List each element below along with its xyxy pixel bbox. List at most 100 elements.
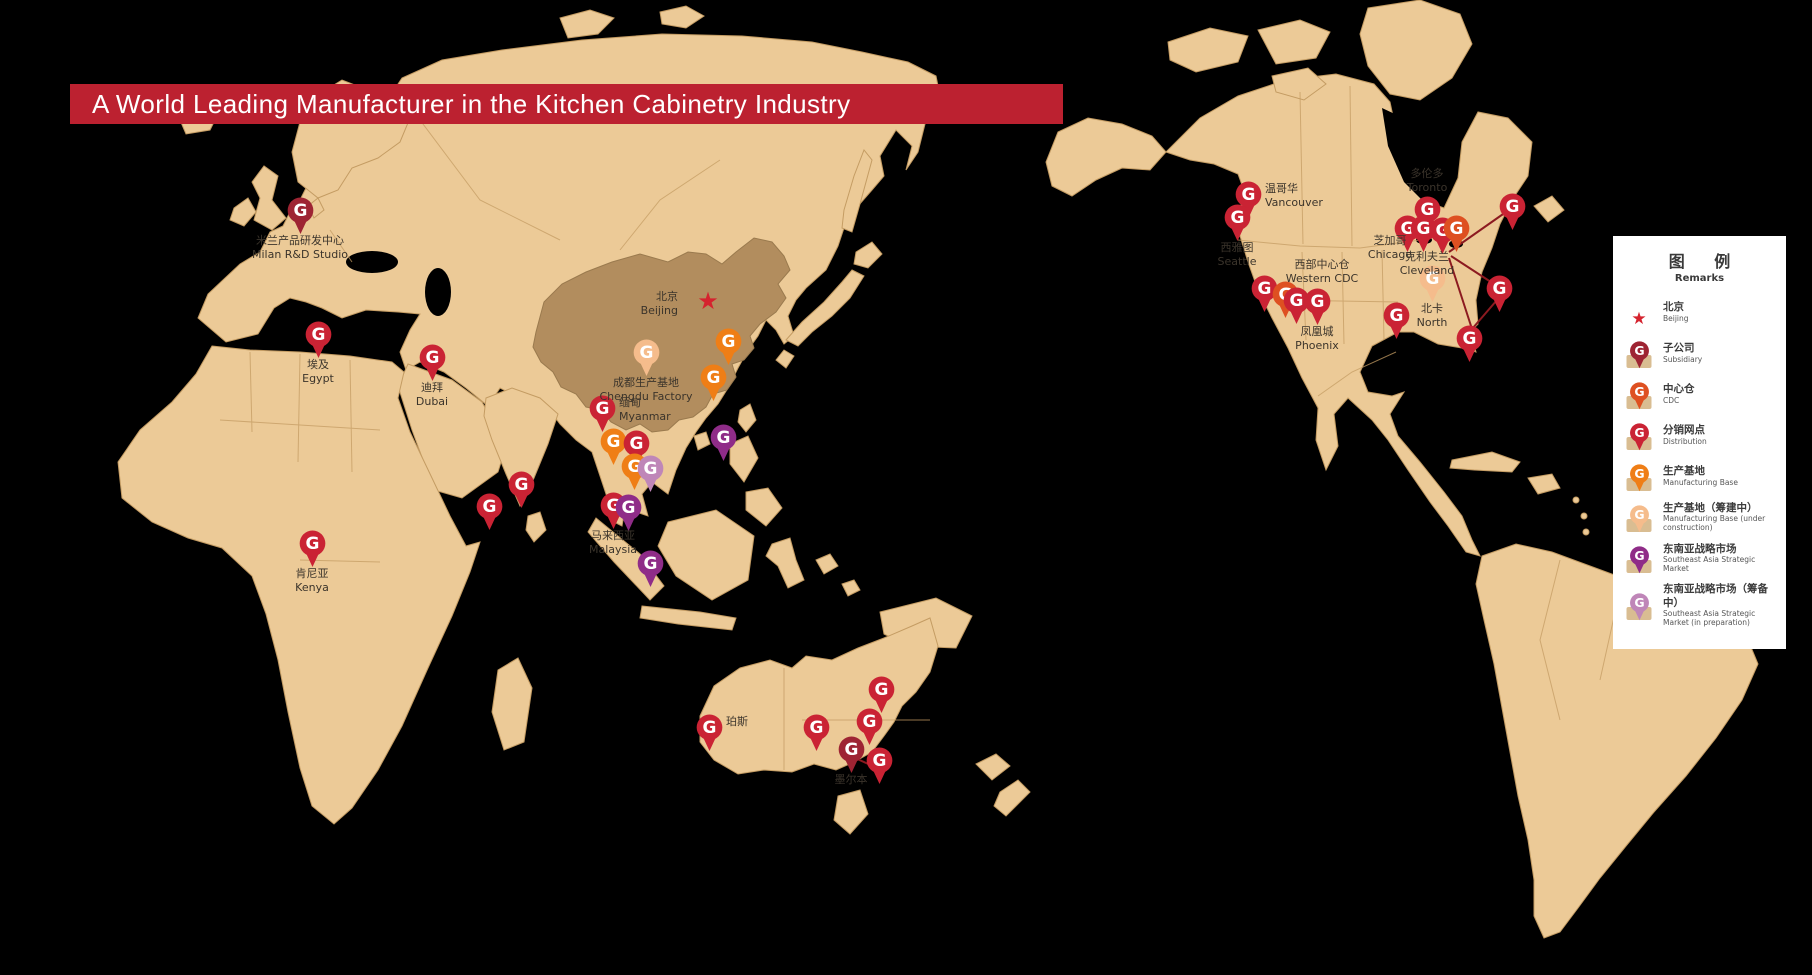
map-pin-subsidiary: G (836, 736, 867, 778)
svg-text:G: G (862, 711, 876, 731)
svg-text:G: G (1389, 305, 1403, 325)
legend-label-en: Manufacturing Base (1663, 477, 1738, 487)
map-label-en: Milan R&D Studio (251, 247, 349, 261)
legend-item-text: 分销网点 Distribution (1657, 424, 1707, 446)
title-text: A World Leading Manufacturer in the Kitc… (92, 88, 851, 119)
legend-items: ★ 北京 Beijing G 子公司 Subsidiary G 中心仓 CDC G 分销网点 Dist… (1621, 296, 1778, 628)
map-label: 米兰产品研发中心 Milan R&D Studio (252, 234, 348, 262)
svg-text:G: G (1462, 328, 1476, 348)
map-pin-manufacturing: G (598, 428, 629, 470)
svg-text:G: G (872, 750, 886, 770)
svg-text:G: G (1310, 291, 1324, 311)
sea-pin-icon: G (1621, 542, 1657, 574)
mindanao (745, 487, 783, 527)
map-label-en: Kenya (295, 580, 329, 594)
map-label: 墨尔本 (835, 773, 868, 787)
beijing-star-icon: ★ (697, 286, 719, 315)
beijing-star-icon: ★ (1631, 309, 1647, 329)
svg-text:G: G (305, 533, 319, 553)
map-label-zh: 埃及 (307, 358, 329, 371)
svg-text:G: G (1492, 278, 1506, 298)
map-pin-manufacturing: G (713, 328, 744, 370)
map-label: 肯尼亚 Kenya (295, 567, 329, 595)
antilles-3 (1582, 528, 1590, 536)
svg-text:G: G (1634, 548, 1644, 563)
svg-text:G: G (716, 427, 730, 447)
map-pin-sea: G (708, 424, 739, 466)
svg-text:G: G (606, 431, 620, 451)
map-label-zh: 缅甸 (619, 396, 641, 409)
legend-item-manufacturing_uc: G 生产基地（筹建中） Manufacturing Base (under cons… (1621, 501, 1778, 533)
map-label-en: Egypt (302, 371, 334, 385)
legend-item-text: 北京 Beijing (1657, 301, 1689, 323)
map-label: 北卡 North (1417, 302, 1448, 330)
map-label-en: Western CDC (1285, 271, 1359, 285)
map-pin-distribution: G (694, 714, 725, 756)
subsidiary-pin-icon: G (1621, 337, 1657, 369)
svg-text:G: G (293, 200, 307, 220)
svg-text:G: G (595, 398, 609, 418)
legend-label-en: Subsidiary (1663, 354, 1703, 364)
svg-text:G: G (1634, 507, 1644, 522)
svg-text:G: G (1634, 595, 1644, 610)
svg-text:G: G (629, 433, 643, 453)
map-label-en: Chicago (1367, 247, 1413, 261)
legend-label-zh: 东南亚战略市场（筹备中） (1663, 583, 1768, 609)
arctic-isle-1 (559, 9, 615, 39)
svg-text:G: G (706, 367, 720, 387)
map-pin-distribution: G (801, 714, 832, 756)
map-pin-distribution: G (417, 344, 448, 386)
map-label-en: Seattle (1217, 254, 1257, 268)
leader-line (1450, 255, 1495, 285)
tasmania (833, 789, 869, 835)
moluccas-1 (815, 553, 839, 575)
svg-text:G: G (721, 331, 735, 351)
legend-label-zh: 分销网点 (1663, 423, 1705, 436)
svg-text:G: G (702, 717, 716, 737)
arctic-canada-2 (1257, 19, 1331, 65)
map-pin-distribution: G (866, 676, 897, 718)
map-label: 多伦多 Toronto (1407, 167, 1448, 195)
greenland (1359, 0, 1473, 101)
alaska (1045, 117, 1167, 197)
map-pin-distribution: G (1222, 204, 1253, 246)
map-pin-distribution: G (506, 471, 537, 513)
ireland (229, 197, 257, 227)
madagascar (491, 657, 533, 751)
svg-text:G: G (809, 717, 823, 737)
svg-text:G: G (1634, 466, 1644, 481)
map-label: 芝加哥 Chicago (1368, 234, 1412, 262)
map-pin-distribution: G (303, 321, 334, 363)
legend-label-en: Beijing (1663, 313, 1689, 323)
legend-label-en: Southeast Asia Strategic Market (in prep… (1663, 609, 1756, 627)
svg-text:G: G (874, 679, 888, 699)
map-pin-distribution: G (621, 430, 652, 472)
map-label-zh: 马来西亚 (590, 529, 635, 542)
map-label: 珀斯 (726, 715, 748, 729)
map-pin-distribution: G (864, 747, 895, 789)
map-label: 凤凰城 Phoenix (1295, 325, 1339, 353)
map-pin-manufacturing: G (698, 364, 729, 406)
legend: 图 例 Remarks ★ 北京 Beijing G 子公司 Subsidiary G 中心仓… (1613, 236, 1786, 649)
kyushu (775, 349, 795, 369)
legend-item-text: 东南亚战略市场（筹备中） Southeast Asia Strategic Mar… (1657, 583, 1778, 628)
legend-item-text: 东南亚战略市场 Southeast Asia Strategic Market (1657, 543, 1778, 574)
map-label: 迪拜 Dubai (416, 381, 448, 409)
map-pin-sea: G (635, 550, 666, 592)
legend-item-text: 生产基地（筹建中） Manufacturing Base (under const… (1657, 502, 1778, 533)
svg-text:G: G (1400, 218, 1414, 238)
svg-text:G: G (844, 739, 858, 759)
legend-label-en: CDC (1663, 395, 1680, 405)
svg-text:G: G (1420, 199, 1434, 219)
hispaniola (1527, 473, 1561, 495)
map-label-zh: 珀斯 (726, 715, 748, 728)
map-label-en: Chengdu Factory (599, 389, 693, 403)
map-label: 西部中心仓 Western CDC (1286, 258, 1358, 286)
legend-label-zh: 北京 (1663, 300, 1684, 313)
legend-item-sea: G 东南亚战略市场 Southeast Asia Strategic Market (1621, 542, 1778, 574)
map-label-zh: 西部中心仓 (1294, 258, 1350, 271)
svg-text:G: G (643, 553, 657, 573)
arctic-canada-3 (1271, 67, 1327, 101)
